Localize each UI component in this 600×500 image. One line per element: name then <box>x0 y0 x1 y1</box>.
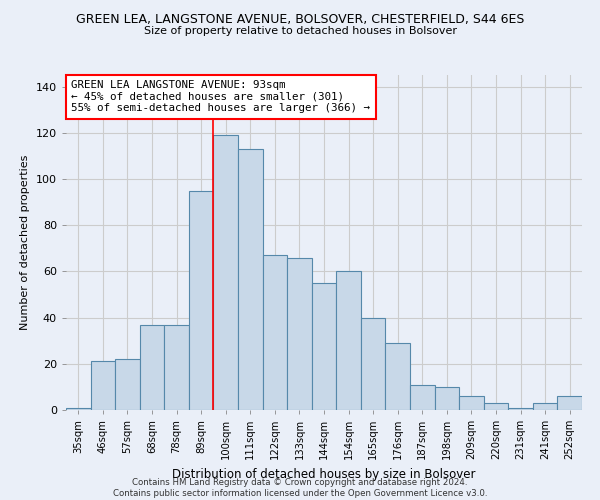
Text: GREEN LEA, LANGSTONE AVENUE, BOLSOVER, CHESTERFIELD, S44 6ES: GREEN LEA, LANGSTONE AVENUE, BOLSOVER, C… <box>76 12 524 26</box>
Bar <box>410 384 434 410</box>
Bar <box>287 258 312 410</box>
Bar <box>533 403 557 410</box>
Bar <box>459 396 484 410</box>
Bar <box>91 362 115 410</box>
Bar <box>238 149 263 410</box>
Y-axis label: Number of detached properties: Number of detached properties <box>20 155 30 330</box>
Bar <box>263 255 287 410</box>
Bar <box>66 408 91 410</box>
Bar <box>336 272 361 410</box>
Text: Contains HM Land Registry data © Crown copyright and database right 2024.
Contai: Contains HM Land Registry data © Crown c… <box>113 478 487 498</box>
Bar <box>214 135 238 410</box>
Bar <box>508 408 533 410</box>
Bar <box>557 396 582 410</box>
Bar <box>164 324 189 410</box>
Bar <box>312 283 336 410</box>
X-axis label: Distribution of detached houses by size in Bolsover: Distribution of detached houses by size … <box>172 468 476 480</box>
Bar <box>189 190 214 410</box>
Text: GREEN LEA LANGSTONE AVENUE: 93sqm
← 45% of detached houses are smaller (301)
55%: GREEN LEA LANGSTONE AVENUE: 93sqm ← 45% … <box>71 80 370 113</box>
Bar <box>434 387 459 410</box>
Text: Size of property relative to detached houses in Bolsover: Size of property relative to detached ho… <box>143 26 457 36</box>
Bar <box>385 343 410 410</box>
Bar <box>115 359 140 410</box>
Bar <box>140 324 164 410</box>
Bar <box>484 403 508 410</box>
Bar <box>361 318 385 410</box>
